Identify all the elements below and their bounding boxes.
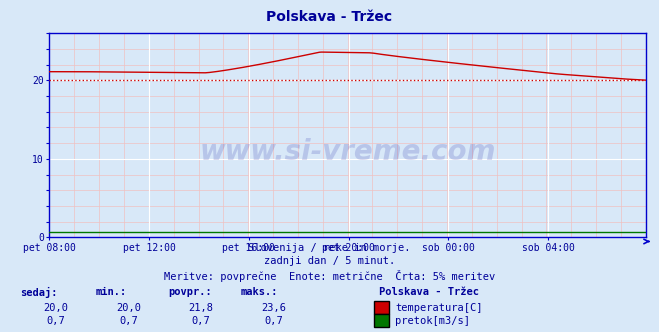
Text: 0,7: 0,7 <box>192 316 210 326</box>
Text: zadnji dan / 5 minut.: zadnji dan / 5 minut. <box>264 256 395 266</box>
Text: 20,0: 20,0 <box>43 303 69 313</box>
Text: 0,7: 0,7 <box>47 316 65 326</box>
Text: Slovenija / reke in morje.: Slovenija / reke in morje. <box>248 243 411 253</box>
Text: www.si-vreme.com: www.si-vreme.com <box>200 138 496 166</box>
Text: 23,6: 23,6 <box>261 303 286 313</box>
Text: min.:: min.: <box>96 287 127 297</box>
Text: pretok[m3/s]: pretok[m3/s] <box>395 316 471 326</box>
Text: temperatura[C]: temperatura[C] <box>395 303 483 313</box>
Text: 0,7: 0,7 <box>264 316 283 326</box>
Text: 21,8: 21,8 <box>188 303 214 313</box>
Text: 20,0: 20,0 <box>116 303 141 313</box>
Text: maks.:: maks.: <box>241 287 278 297</box>
Text: 0,7: 0,7 <box>119 316 138 326</box>
Text: sedaj:: sedaj: <box>20 287 57 298</box>
Text: Polskava - Tržec: Polskava - Tržec <box>266 10 393 24</box>
Text: Polskava - Tržec: Polskava - Tržec <box>379 287 479 297</box>
Text: povpr.:: povpr.: <box>168 287 212 297</box>
Text: Meritve: povprečne  Enote: metrične  Črta: 5% meritev: Meritve: povprečne Enote: metrične Črta:… <box>164 270 495 282</box>
